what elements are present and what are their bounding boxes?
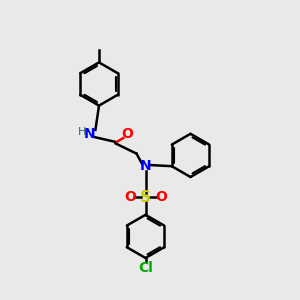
- Text: N: N: [84, 127, 96, 140]
- Text: O: O: [155, 190, 167, 204]
- Text: S: S: [140, 190, 151, 205]
- Text: H: H: [77, 127, 86, 137]
- Text: O: O: [121, 128, 133, 141]
- Text: O: O: [124, 190, 136, 204]
- Text: N: N: [140, 160, 151, 173]
- Text: Cl: Cl: [138, 261, 153, 274]
